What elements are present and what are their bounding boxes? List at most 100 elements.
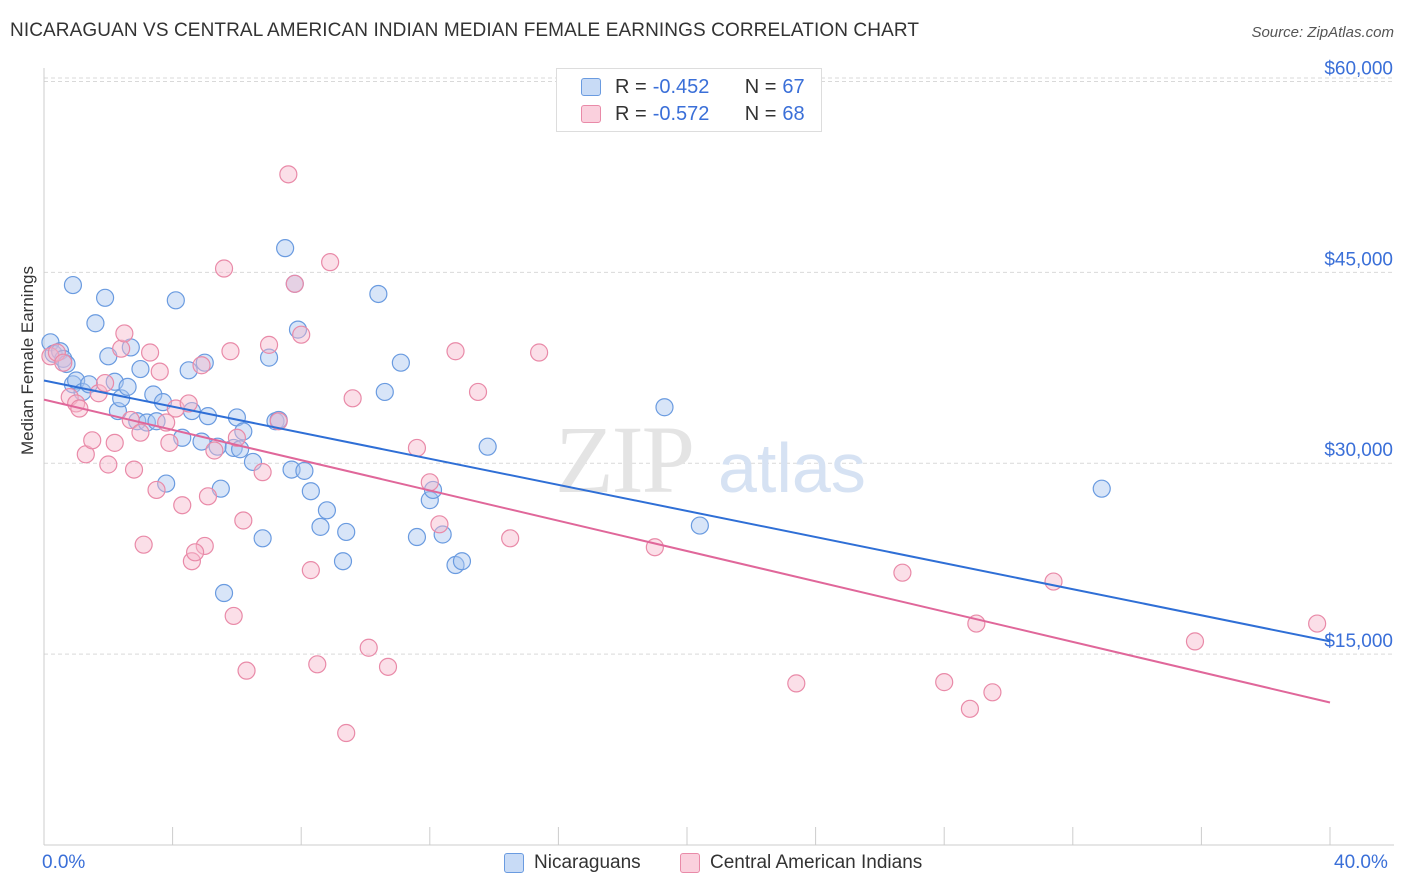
legend-r-label: R = [615,102,647,125]
legend-swatch-blue [581,78,601,96]
point-nicaraguans [131,359,150,379]
point-central-american-indians [221,342,240,361]
point-central-american-indians [47,343,66,362]
legend-swatch-pink [680,853,700,873]
point-nicaraguans [655,398,674,417]
point-central-american-indians [160,433,179,452]
point-central-american-indians [279,165,298,184]
axes [43,68,1394,846]
trend-line-nicaraguans [43,379,1331,643]
point-central-american-indians [83,431,102,450]
point-central-american-indians [234,511,253,530]
point-central-american-indians [198,487,218,506]
point-central-american-indians [292,325,311,344]
watermark-zip: ZIP [555,406,693,513]
point-central-american-indians [259,335,279,354]
point-central-american-indians [301,561,320,580]
point-central-american-indians [935,673,954,692]
legend-row-central-american-indians: R = -0.572 N = 68 [581,102,805,126]
point-central-american-indians [205,441,224,460]
legend-n-value: 67 [782,75,805,98]
point-central-american-indians [430,515,449,534]
point-nicaraguans [259,348,279,367]
point-central-american-indians [179,394,198,413]
trend-lines [43,379,1331,704]
grid-lines [44,77,1394,655]
point-central-american-indians [407,438,427,458]
y-axis-label: Median Female Earnings [18,266,37,455]
series-central-american-indians [41,165,1327,743]
point-nicaraguans [214,583,234,603]
point-nicaraguans [276,239,295,258]
legend-item-central-american-indians: Central American Indians [680,852,922,874]
point-central-american-indians [192,356,211,375]
legend-n-value: 68 [782,102,805,125]
point-nicaraguans [63,275,83,295]
point-central-american-indians [134,535,153,554]
chart-source: Source: ZipAtlas.com [1251,24,1394,41]
point-central-american-indians [237,661,256,680]
point-central-american-indians [1308,614,1327,633]
point-central-american-indians [112,339,131,358]
point-nicaraguans [478,437,497,456]
point-central-american-indians [446,342,465,361]
legend-swatch-blue [504,853,524,873]
point-nicaraguans [433,525,452,544]
point-central-american-indians [224,606,243,626]
point-nicaraguans [295,461,314,480]
point-nicaraguans [166,291,185,310]
point-nicaraguans [333,552,353,571]
point-nicaraguans [198,407,218,426]
point-nicaraguans [195,353,214,372]
point-central-american-indians [269,412,288,431]
point-central-american-indians [308,655,327,674]
legend-r-value: -0.452 [652,75,710,98]
watermark-atlas: atlas [718,429,866,507]
y-tick-labels: $15,000 $30,000 $45,000 $60,000 [1324,58,1393,652]
point-central-american-indians [321,253,340,272]
x-axis-min-label: 0.0% [42,852,86,873]
point-central-american-indians [214,259,234,278]
point-nicaraguans [288,320,308,339]
point-central-american-indians [960,699,980,718]
legend-label: Nicaraguans [534,852,641,873]
point-central-american-indians [468,382,488,402]
point-nicaraguans [375,382,394,402]
point-central-american-indians [147,480,166,500]
legend-n-label: N = [744,75,777,98]
point-central-american-indians [285,274,304,293]
point-central-american-indians [337,723,356,743]
point-central-american-indians [131,423,150,442]
legend-swatch-pink [581,105,601,123]
point-central-american-indians [253,463,272,482]
point-nicaraguans [282,460,301,479]
point-central-american-indians [54,353,73,372]
legend-r-value: -0.572 [652,102,710,125]
point-nicaraguans [391,353,410,372]
point-nicaraguans [301,482,320,501]
point-central-american-indians [99,455,118,474]
point-nicaraguans [1092,479,1111,498]
point-nicaraguans [118,377,137,396]
point-central-american-indians [195,536,214,556]
point-central-american-indians [115,324,134,343]
y-tick-label: $45,000 [1324,249,1393,270]
point-central-american-indians [150,362,169,381]
point-central-american-indians [530,343,549,362]
legend-item-nicaraguans: Nicaraguans [504,852,641,874]
point-nicaraguans [317,501,337,520]
point-nicaraguans [253,529,272,548]
legend-label: Central American Indians [710,852,923,873]
point-central-american-indians [1044,572,1063,591]
point-central-american-indians [787,674,806,693]
correlation-legend: R = -0.452 N = 67 R = -0.572 N = 68 [556,68,822,132]
watermark: ZIP atlas [555,406,866,513]
point-central-american-indians [140,343,160,362]
point-nicaraguans [407,527,427,547]
point-nicaraguans [420,491,439,510]
point-nicaraguans [337,522,356,542]
point-nicaraguans [690,516,709,535]
point-central-american-indians [173,496,192,515]
point-central-american-indians [983,683,1002,702]
